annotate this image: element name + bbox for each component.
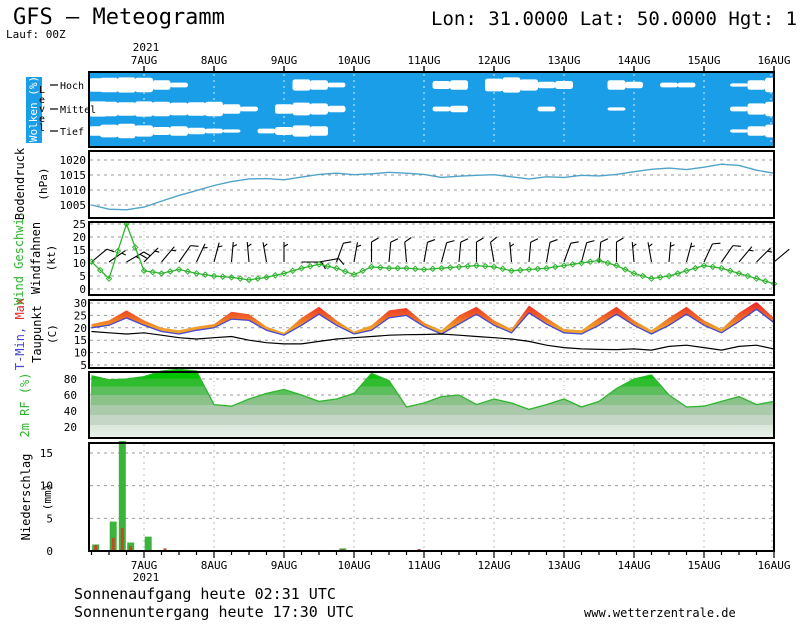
svg-text:60: 60	[64, 389, 77, 402]
svg-text:14AUG: 14AUG	[617, 54, 650, 67]
svg-text:15AUG: 15AUG	[687, 559, 720, 572]
page-title: GFS — Meteogramm	[13, 5, 225, 30]
wind-barbs	[91, 236, 790, 270]
svg-text:12AUG: 12AUG	[477, 559, 510, 572]
wind-markers	[88, 220, 778, 288]
svg-text:40: 40	[64, 405, 77, 418]
header-coordinates: Lon: 31.0000 Lat: 50.0000 Hgt: 1	[431, 8, 798, 30]
svg-text:10: 10	[40, 480, 53, 493]
svg-text:15: 15	[40, 447, 53, 460]
panel-clouds: Hoch Mittel Tief	[50, 71, 783, 148]
panel-precip: 0 5 10 15	[40, 441, 775, 558]
svg-text:9AUG: 9AUG	[271, 54, 298, 67]
svg-text:13AUG: 13AUG	[547, 54, 580, 67]
svg-text:13AUG: 13AUG	[547, 559, 580, 572]
svg-text:7AUG: 7AUG	[131, 559, 158, 572]
svg-text:7AUG: 7AUG	[131, 54, 158, 67]
svg-text:20: 20	[64, 421, 77, 434]
precip-axis-unit: (mm)	[41, 483, 54, 511]
svg-text:5: 5	[79, 270, 86, 283]
svg-text:10: 10	[73, 257, 86, 270]
svg-text:15: 15	[73, 244, 86, 257]
precip-axis-title: Niederschlag	[19, 453, 33, 541]
svg-text:16AUG: 16AUG	[757, 54, 790, 67]
svg-text:0: 0	[46, 545, 53, 558]
svg-text:1015: 1015	[60, 169, 87, 182]
bottom-date-axis: 7AUG 8AUG 9AUG 10AUG 11AUG 12AUG 13AUG 14AUG 15A…	[90, 552, 791, 584]
clouds-level-label: Level	[39, 85, 46, 134]
svg-text:0: 0	[79, 283, 86, 296]
temp-axis-unit: (C)	[46, 324, 59, 344]
run-label: Lauf: 00Z	[6, 28, 66, 41]
svg-text:15: 15	[74, 334, 87, 347]
svg-text:25: 25	[73, 218, 86, 231]
svg-text:1010: 1010	[60, 184, 87, 197]
svg-text:Hoch: Hoch	[60, 81, 84, 92]
top-date-axis: 7AUG 8AUG 9AUG 10AUG 11AUG 12AUG 13AUG 14AUG 15A…	[131, 41, 791, 71]
svg-text:5: 5	[80, 359, 87, 372]
svg-text:14AUG: 14AUG	[617, 559, 650, 572]
svg-text:5: 5	[46, 512, 53, 525]
svg-text:2021: 2021	[133, 41, 160, 54]
svg-text:10AUG: 10AUG	[337, 559, 370, 572]
svg-text:11AUG: 11AUG	[407, 559, 440, 572]
svg-text:12AUG: 12AUG	[477, 54, 510, 67]
svg-text:9AUG: 9AUG	[271, 559, 298, 572]
svg-text:10AUG: 10AUG	[337, 54, 370, 67]
svg-text:20: 20	[73, 231, 86, 244]
svg-text:16AUG: 16AUG	[757, 559, 790, 572]
svg-text:25: 25	[74, 309, 87, 322]
clouds-axis-box	[26, 77, 42, 143]
svg-text:11AUG: 11AUG	[407, 54, 440, 67]
svg-text:20: 20	[74, 322, 87, 335]
sunrise-text: Sonnenaufgang heute 02:31 UTC	[74, 585, 336, 603]
svg-text:30: 30	[74, 297, 87, 310]
svg-text:8AUG: 8AUG	[201, 559, 228, 572]
svg-text:80: 80	[64, 373, 77, 386]
svg-text:1020: 1020	[60, 154, 87, 167]
svg-text:2021: 2021	[133, 571, 160, 584]
sunset-text: Sonnenuntergang heute 17:30 UTC	[74, 603, 354, 621]
website-text: www.wetterzentrale.de	[584, 606, 736, 620]
svg-text:8AUG: 8AUG	[201, 54, 228, 67]
temp-max-label: Max	[13, 297, 27, 320]
panel-humidity: 20 40 60 80	[64, 368, 775, 439]
svg-text:1005: 1005	[60, 199, 87, 212]
svg-text:Mittel: Mittel	[60, 105, 96, 116]
svg-text:10: 10	[74, 347, 87, 360]
svg-text:15AUG: 15AUG	[687, 54, 720, 67]
panel-pressure: 1005 1010 1015 1020	[60, 150, 775, 219]
svg-text:Tief: Tief	[60, 127, 84, 138]
